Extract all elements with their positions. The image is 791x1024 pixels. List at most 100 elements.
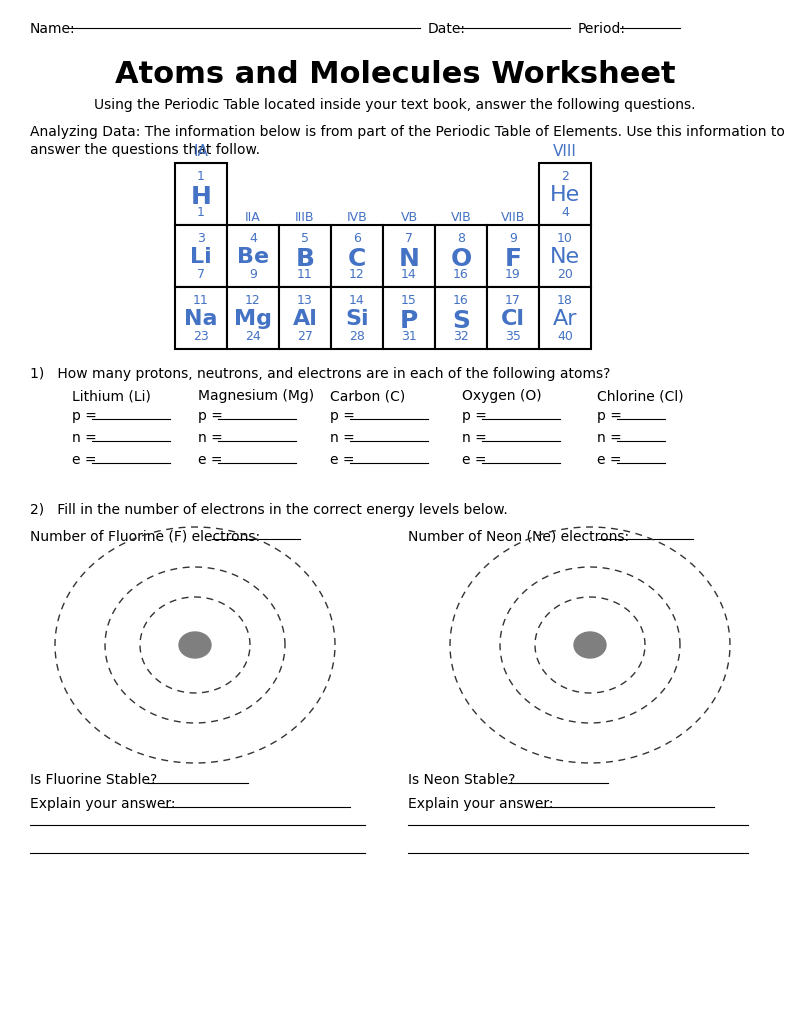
Text: 5: 5 bbox=[301, 232, 309, 245]
Text: S: S bbox=[452, 309, 470, 333]
Text: Lithium (Li): Lithium (Li) bbox=[72, 389, 151, 403]
Text: IVB: IVB bbox=[346, 211, 367, 224]
Text: Carbon (C): Carbon (C) bbox=[330, 389, 405, 403]
Text: n =: n = bbox=[72, 431, 101, 445]
Text: 27: 27 bbox=[297, 330, 313, 343]
Text: Name:: Name: bbox=[30, 22, 76, 36]
Bar bbox=[539, 163, 591, 225]
Text: 35: 35 bbox=[505, 330, 521, 343]
Text: IIIB: IIIB bbox=[295, 211, 315, 224]
Bar bbox=[487, 287, 539, 349]
Text: He: He bbox=[550, 185, 580, 205]
Text: Explain your answer:: Explain your answer: bbox=[30, 797, 180, 811]
Text: VIII: VIII bbox=[553, 144, 577, 159]
Text: 13: 13 bbox=[297, 294, 313, 307]
Text: 15: 15 bbox=[401, 294, 417, 307]
Text: 40: 40 bbox=[557, 330, 573, 343]
Text: 1)   How many protons, neutrons, and electrons are in each of the following atom: 1) How many protons, neutrons, and elect… bbox=[30, 367, 611, 381]
Text: H: H bbox=[191, 185, 211, 209]
Text: Number of Fluorine (F) electrons:: Number of Fluorine (F) electrons: bbox=[30, 529, 264, 543]
Text: answer the questions that follow.: answer the questions that follow. bbox=[30, 143, 260, 157]
Text: p =: p = bbox=[462, 409, 491, 423]
Text: 16: 16 bbox=[453, 294, 469, 307]
Text: 28: 28 bbox=[349, 330, 365, 343]
Text: Using the Periodic Table located inside your text book, answer the following que: Using the Periodic Table located inside … bbox=[94, 98, 696, 112]
Text: Period:: Period: bbox=[578, 22, 626, 36]
Text: N: N bbox=[399, 247, 419, 271]
Text: VB: VB bbox=[400, 211, 418, 224]
Bar bbox=[435, 225, 487, 287]
Text: 3: 3 bbox=[197, 232, 205, 245]
Text: 9: 9 bbox=[509, 232, 517, 245]
Text: 11: 11 bbox=[297, 268, 313, 281]
Text: n =: n = bbox=[330, 431, 359, 445]
Bar bbox=[331, 225, 383, 287]
Text: Al: Al bbox=[293, 309, 317, 329]
Text: n =: n = bbox=[462, 431, 491, 445]
Text: p =: p = bbox=[198, 409, 227, 423]
Text: 23: 23 bbox=[193, 330, 209, 343]
Text: p =: p = bbox=[597, 409, 626, 423]
Text: Is Fluorine Stable?: Is Fluorine Stable? bbox=[30, 773, 157, 787]
Text: 16: 16 bbox=[453, 268, 469, 281]
Text: 1: 1 bbox=[197, 170, 205, 183]
Text: Mg: Mg bbox=[234, 309, 272, 329]
Bar bbox=[435, 287, 487, 349]
Bar bbox=[175, 225, 227, 287]
Text: 32: 32 bbox=[453, 330, 469, 343]
Text: C: C bbox=[348, 247, 366, 271]
Text: 12: 12 bbox=[349, 268, 365, 281]
Text: 17: 17 bbox=[505, 294, 521, 307]
Text: e =: e = bbox=[462, 453, 491, 467]
Text: Oxygen (O): Oxygen (O) bbox=[462, 389, 542, 403]
Text: O: O bbox=[450, 247, 471, 271]
Text: Si: Si bbox=[345, 309, 369, 329]
Text: 19: 19 bbox=[505, 268, 521, 281]
Bar bbox=[487, 225, 539, 287]
Bar bbox=[383, 287, 435, 349]
Text: p =: p = bbox=[72, 409, 101, 423]
Text: 1: 1 bbox=[197, 206, 205, 219]
Text: 11: 11 bbox=[193, 294, 209, 307]
Text: Explain your answer:: Explain your answer: bbox=[408, 797, 558, 811]
Text: e =: e = bbox=[198, 453, 227, 467]
Text: 7: 7 bbox=[405, 232, 413, 245]
Text: Magnesium (Mg): Magnesium (Mg) bbox=[198, 389, 314, 403]
Text: Cl: Cl bbox=[501, 309, 525, 329]
Text: VIIB: VIIB bbox=[501, 211, 525, 224]
Text: Li: Li bbox=[190, 247, 212, 267]
Text: Number of Neon (Ne) electrons:: Number of Neon (Ne) electrons: bbox=[408, 529, 634, 543]
Bar bbox=[279, 225, 331, 287]
Text: B: B bbox=[296, 247, 315, 271]
Text: 20: 20 bbox=[557, 268, 573, 281]
Text: 9: 9 bbox=[249, 268, 257, 281]
Text: VIB: VIB bbox=[451, 211, 471, 224]
Text: 2)   Fill in the number of electrons in the correct energy levels below.: 2) Fill in the number of electrons in th… bbox=[30, 503, 508, 517]
Bar bbox=[227, 287, 279, 349]
Text: Ne: Ne bbox=[550, 247, 580, 267]
Text: Ar: Ar bbox=[553, 309, 577, 329]
Text: 4: 4 bbox=[249, 232, 257, 245]
Text: Date:: Date: bbox=[428, 22, 466, 36]
Text: n =: n = bbox=[597, 431, 626, 445]
Text: Is Neon Stable?: Is Neon Stable? bbox=[408, 773, 516, 787]
Text: 7: 7 bbox=[197, 268, 205, 281]
Text: Analyzing Data: The information below is from part of the Periodic Table of Elem: Analyzing Data: The information below is… bbox=[30, 125, 785, 139]
Ellipse shape bbox=[179, 632, 211, 658]
Text: Atoms and Molecules Worksheet: Atoms and Molecules Worksheet bbox=[115, 60, 676, 89]
Text: p =: p = bbox=[330, 409, 359, 423]
Bar bbox=[227, 225, 279, 287]
Bar bbox=[175, 163, 227, 225]
Text: 12: 12 bbox=[245, 294, 261, 307]
Bar bbox=[539, 225, 591, 287]
Text: IIA: IIA bbox=[245, 211, 261, 224]
Text: Na: Na bbox=[184, 309, 218, 329]
Text: 24: 24 bbox=[245, 330, 261, 343]
Text: 18: 18 bbox=[557, 294, 573, 307]
Text: 4: 4 bbox=[561, 206, 569, 219]
Text: 6: 6 bbox=[353, 232, 361, 245]
Text: 2: 2 bbox=[561, 170, 569, 183]
Bar bbox=[279, 287, 331, 349]
Text: Be: Be bbox=[237, 247, 269, 267]
Text: 8: 8 bbox=[457, 232, 465, 245]
